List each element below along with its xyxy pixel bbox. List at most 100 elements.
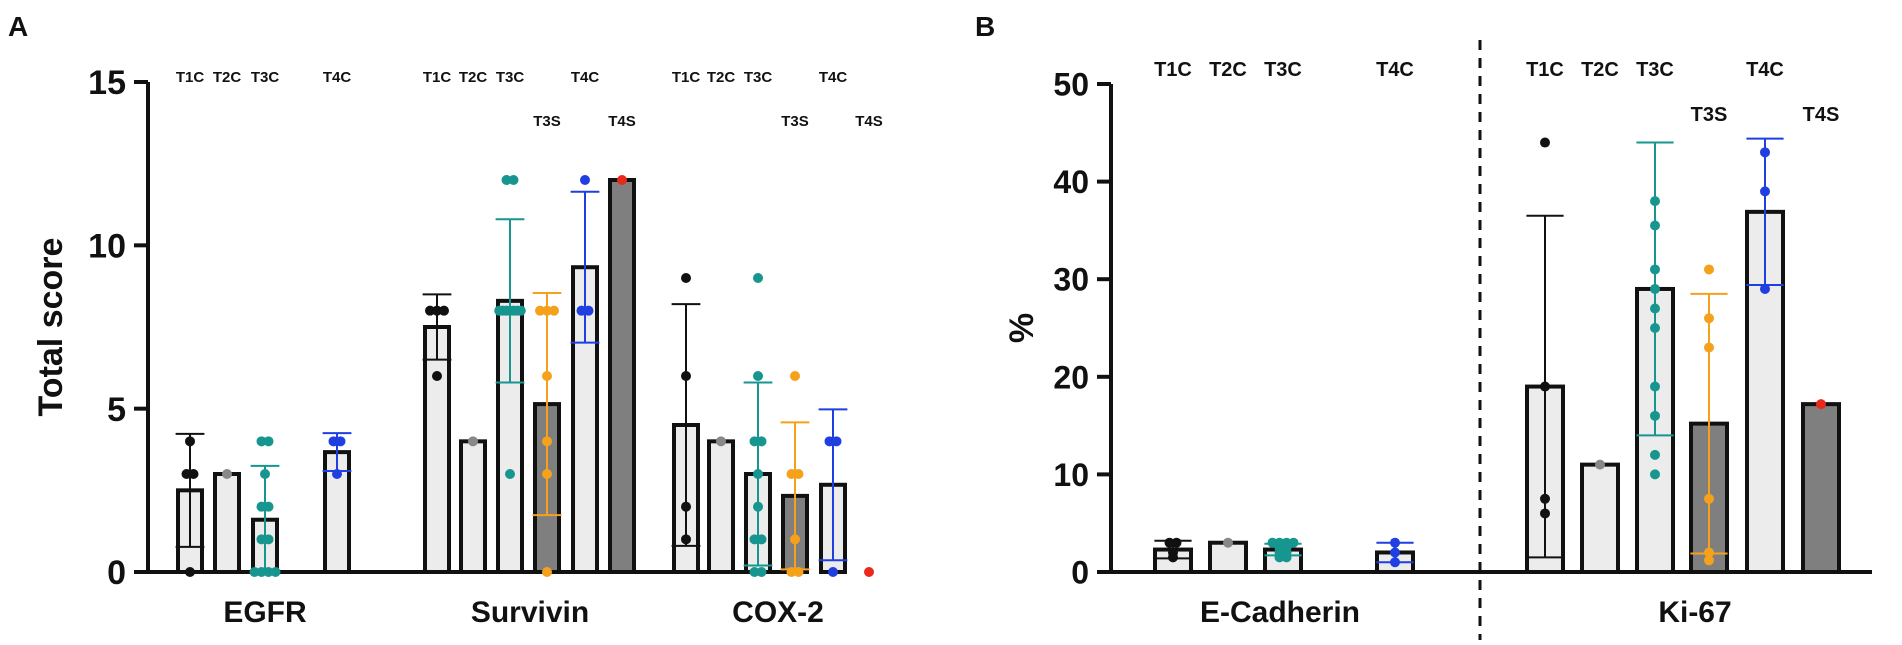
chart-b-ki-67-t3c-point-3 <box>1650 283 1660 294</box>
chart-a-cox-2-t2c-series-label: T2C <box>707 69 736 86</box>
chart-a-cox-2-t2c-point-0 <box>716 436 726 447</box>
chart-b-e-cadherin-t3c-point-9 <box>1281 552 1292 563</box>
chart-a-cox-2-t3s-series-label: T3S <box>781 113 809 130</box>
chart-a-survivin-t3c-point-8 <box>515 305 526 316</box>
chart-a-y-tick-label-1: 5 <box>107 391 126 429</box>
chart-b-ki-67-t3c-point-5 <box>1650 323 1660 333</box>
chart-a-egfr-t3c-point-7 <box>249 567 260 577</box>
chart-b-ki-67-t4c-series-label: T4C <box>1746 59 1784 81</box>
chart-b-ki-67-t3c-point-0 <box>1650 196 1660 207</box>
chart-a-egfr-t2c-series-label: T2C <box>213 69 242 86</box>
chart-a: 0 5 10 15 Total score EGFR T1C T2C T3C T4C Survivi… <box>32 64 883 629</box>
chart-a-survivin-t4c-point-2 <box>583 305 594 316</box>
chart-a-y-tick-label-0: 0 <box>107 554 126 592</box>
chart-b-group-label-ki-67: Ki-67 <box>1658 596 1731 629</box>
chart-a-egfr-t4c-point-1 <box>335 436 346 447</box>
chart-a-survivin-t3c-point-9 <box>505 469 515 479</box>
chart-b-e-cadherin-t3c-point-3 <box>1288 537 1299 548</box>
chart-b-ki-67-t3s-point-3 <box>1704 493 1714 504</box>
chart-a-survivin-t4s-point-0 <box>617 175 627 185</box>
chart-b-ki-67-t1c-point-0 <box>1540 137 1550 148</box>
chart-b-ki-67-t1c-point-2 <box>1540 493 1550 504</box>
chart-b-e-cadherin-t3c-series-label: T3C <box>1264 59 1302 81</box>
chart-b-y-tick-label-3: 30 <box>1053 262 1089 298</box>
chart-a-survivin-t4s-series-label: T4S <box>608 113 636 130</box>
chart-b-e-cadherin-t4c-series-label: T4C <box>1376 59 1414 81</box>
chart-a-cox-2-t2c-bar <box>707 439 735 575</box>
chart-a-cox-2-t3s-point-1 <box>786 469 797 479</box>
chart-a-egfr-t4c-series-label: T4C <box>323 69 352 86</box>
chart-a-cox-2-t3c-point-6 <box>749 534 760 545</box>
chart-a-egfr-t1c-point-0 <box>185 436 195 447</box>
chart-b-y-tick-label-1: 10 <box>1053 457 1089 493</box>
chart-a-survivin-t3c-point-0 <box>501 175 512 185</box>
chart-a-cox-2-t3s-point-4 <box>786 567 797 577</box>
chart-a-egfr-t4c-point-2 <box>332 469 342 479</box>
chart-a-cox-2-t4c-series-label: T4C <box>819 69 848 86</box>
chart-b-ki-67-t3s-point-0 <box>1704 264 1714 275</box>
chart-b-ki-67-t1c-series-label: T1C <box>1526 59 1564 81</box>
chart-a-cox-2-t3c-point-7 <box>756 534 767 545</box>
chart-a-group-label-egfr: EGFR <box>223 596 307 629</box>
chart-a-cox-2-t3c-point-2 <box>749 436 760 447</box>
chart-a-cox-2-t3c-point-8 <box>749 567 760 577</box>
chart-b-y-tick-label-2: 20 <box>1053 359 1089 395</box>
chart-b-ki-67-t3s-point-5 <box>1704 555 1714 566</box>
chart-a-survivin-t3s-series-label: T3S <box>533 113 561 130</box>
chart-b-y-axis-label: % <box>1003 313 1041 343</box>
chart-a-cox-2-t1c-point-1 <box>681 371 691 381</box>
chart-a-egfr-t3c-point-0 <box>256 436 267 447</box>
panel-label-a: A <box>8 11 28 42</box>
chart-b-e-cadherin-t4c-point-2 <box>1390 557 1400 568</box>
chart-b-ki-67-t2c-bar <box>1580 462 1620 575</box>
chart-a-cox-2-t3c-point-5 <box>753 501 763 512</box>
chart-b-e-cadherin-t3c-point-0 <box>1267 537 1278 548</box>
chart-b-ki-67-t3c-point-6 <box>1650 381 1660 392</box>
chart-a-egfr-t3c-point-1 <box>263 436 274 447</box>
chart-a-egfr-t3c-series-label: T3C <box>251 69 280 86</box>
chart-a-cox-2-t3c-point-4 <box>753 469 763 479</box>
chart-b-ki-67-t3s-point-2 <box>1704 342 1714 353</box>
chart-a-egfr-t3c-point-6 <box>263 534 274 545</box>
chart-b-ki-67-t4c-point-2 <box>1760 283 1770 294</box>
chart-a-survivin-t1c-point-2 <box>439 305 449 316</box>
chart-a-cox-2-t3s-point-5 <box>793 567 804 577</box>
chart-a-survivin-t1c-bar <box>423 325 451 574</box>
chart-a-cox-2-t1c-series-label: T1C <box>672 69 701 86</box>
chart-a-survivin-t4c-series-label: T4C <box>571 69 600 86</box>
chart-a-survivin-t2c-point-0 <box>468 436 478 447</box>
chart-b-ki-67-t3c-series-label: T3C <box>1636 59 1674 81</box>
chart-b-y-tick-label-5: 50 <box>1053 67 1089 103</box>
chart-b-ki-67-t3c-point-1 <box>1650 220 1660 231</box>
chart-a-egfr-t2c-bar <box>213 472 241 574</box>
chart-a-cox-2-t4c-point-0 <box>824 436 835 447</box>
chart-b: 0 10 20 30 40 50% E-Cadherin T1C T2C T3C T4C Ki-67 T… <box>1003 40 1872 640</box>
chart-b-ki-67-t4s-bar <box>1801 402 1841 574</box>
chart-b-ki-67-t3s-point-1 <box>1704 313 1714 324</box>
chart-b-y-tick-label-4: 40 <box>1053 164 1089 200</box>
chart-a-survivin-t3c-point-1 <box>508 175 519 185</box>
chart-b-e-cadherin-t2c-point-0 <box>1223 537 1233 548</box>
chart-a-survivin-t3s-point-5 <box>542 469 552 479</box>
chart-a-cox-2-t3s-point-0 <box>790 371 800 381</box>
chart-b-e-cadherin-t1c-point-3 <box>1168 552 1178 563</box>
chart-a-y-axis-label: Total score <box>32 238 70 417</box>
chart-a-egfr-t3c-point-5 <box>256 534 267 545</box>
chart-b-ki-67-t4s-point-0 <box>1816 399 1826 410</box>
chart-a-survivin-t2c-bar <box>459 439 487 575</box>
chart-a-egfr-t1c-point-3 <box>185 567 195 577</box>
chart-b-y-tick-label-0: 0 <box>1071 555 1089 591</box>
chart-b-e-cadherin-t3c-point-8 <box>1274 552 1285 563</box>
chart-a-cox-2-t1c-point-0 <box>681 273 691 283</box>
chart-a-survivin-t3s-point-4 <box>542 436 552 447</box>
chart-a-cox-2-t4s-point-0 <box>864 567 874 577</box>
chart-a-cox-2-t3c-point-9 <box>756 567 767 577</box>
chart-a-cox-2-t3c-point-0 <box>753 273 763 283</box>
chart-b-ki-67-t3c-point-9 <box>1650 469 1660 480</box>
chart-b-ki-67-t1c-point-3 <box>1540 508 1550 519</box>
chart-a-cox-2-t4s-series-label: T4S <box>855 113 883 130</box>
chart-b-e-cadherin-t1c-point-1 <box>1171 537 1182 548</box>
chart-a-egfr-t1c-point-1 <box>181 469 192 479</box>
chart-b-ki-67-t4s-series-label: T4S <box>1803 104 1840 126</box>
